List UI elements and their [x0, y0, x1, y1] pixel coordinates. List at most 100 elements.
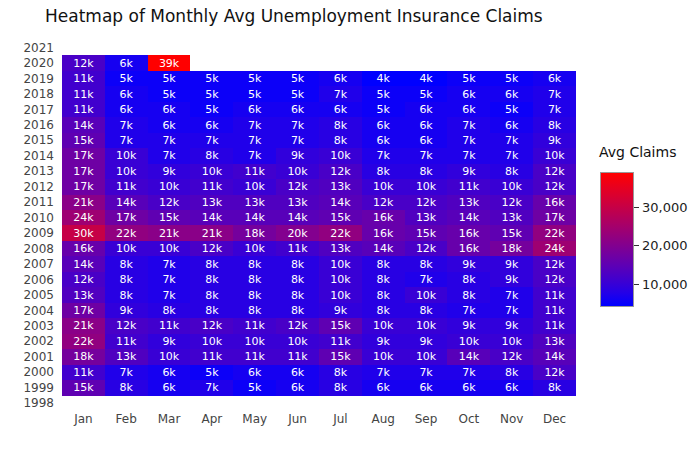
heatmap-cell[interactable]: 10k [233, 179, 276, 194]
heatmap-cell[interactable]: 8k [276, 272, 319, 287]
heatmap-cell[interactable]: 11k [533, 287, 576, 302]
heatmap-cell[interactable]: 8k [319, 365, 362, 380]
heatmap-cell[interactable]: 10k [233, 241, 276, 256]
heatmap-cell[interactable]: 24k [62, 210, 105, 225]
heatmap-cell[interactable]: 13k [447, 195, 490, 210]
heatmap-cell[interactable]: 12k [533, 164, 576, 179]
heatmap-cell[interactable]: 15k [148, 210, 191, 225]
heatmap-cell[interactable]: 14k [62, 256, 105, 271]
heatmap-cell[interactable]: 11k [62, 365, 105, 380]
heatmap-cell[interactable]: 10k [447, 334, 490, 349]
heatmap-cell[interactable]: 6k [447, 86, 490, 101]
heatmap-cell[interactable]: 9k [447, 256, 490, 271]
heatmap-cell[interactable]: 8k [405, 303, 448, 318]
heatmap-cell[interactable]: 7k [405, 148, 448, 163]
heatmap-cell[interactable]: 16k [362, 225, 405, 240]
heatmap-cell[interactable]: 17k [105, 210, 148, 225]
heatmap-cell[interactable]: 5k [190, 86, 233, 101]
heatmap-cell[interactable]: 11k [447, 179, 490, 194]
heatmap-cell[interactable]: 8k [105, 380, 148, 395]
heatmap-cell[interactable]: 5k [148, 71, 191, 86]
heatmap-cell[interactable]: 17k [62, 148, 105, 163]
heatmap-cell[interactable]: 6k [233, 365, 276, 380]
heatmap-cell[interactable]: 7k [276, 117, 319, 132]
heatmap-cell[interactable]: 7k [490, 303, 533, 318]
heatmap-cell[interactable]: 13k [105, 349, 148, 364]
heatmap-cell[interactable]: 10k [405, 318, 448, 333]
heatmap-cell[interactable]: 6k [490, 380, 533, 395]
heatmap-cell[interactable]: 12k [276, 179, 319, 194]
heatmap-cell[interactable]: 16k [362, 210, 405, 225]
heatmap-cell[interactable]: 8k [447, 272, 490, 287]
heatmap-cell[interactable]: 5k [148, 86, 191, 101]
heatmap-cell[interactable]: 8k [276, 303, 319, 318]
heatmap-cell[interactable]: 18k [490, 241, 533, 256]
heatmap-cell[interactable]: 7k [490, 133, 533, 148]
heatmap-cell[interactable]: 6k [447, 380, 490, 395]
heatmap-cell[interactable]: 11k [105, 179, 148, 194]
heatmap-cell[interactable]: 15k [405, 225, 448, 240]
heatmap-cell[interactable]: 10k [276, 164, 319, 179]
heatmap-cell[interactable]: 5k [276, 71, 319, 86]
heatmap-cell[interactable]: 6k [148, 117, 191, 132]
heatmap-cell[interactable]: 9k [405, 334, 448, 349]
heatmap-cell[interactable]: 14k [105, 195, 148, 210]
heatmap-cell[interactable]: 15k [319, 318, 362, 333]
heatmap-cell[interactable]: 14k [447, 349, 490, 364]
heatmap-cell[interactable]: 7k [533, 86, 576, 101]
heatmap-cell[interactable]: 5k [447, 71, 490, 86]
heatmap-cell[interactable]: 21k [62, 318, 105, 333]
heatmap-cell[interactable]: 8k [233, 303, 276, 318]
heatmap-cell[interactable]: 12k [148, 195, 191, 210]
heatmap-cell[interactable]: 11k [533, 303, 576, 318]
heatmap-cell[interactable]: 7k [362, 148, 405, 163]
heatmap-cell[interactable]: 7k [405, 365, 448, 380]
heatmap-cell[interactable]: 6k [533, 71, 576, 86]
heatmap-cell[interactable]: 10k [362, 179, 405, 194]
heatmap-cell[interactable]: 10k [362, 318, 405, 333]
heatmap-cell[interactable]: 8k [276, 287, 319, 302]
heatmap-cell[interactable]: 11k [148, 318, 191, 333]
heatmap-cell[interactable]: 6k [405, 133, 448, 148]
heatmap-cell[interactable]: 10k [148, 179, 191, 194]
heatmap-cell[interactable]: 8k [490, 164, 533, 179]
heatmap-cell[interactable]: 10k [362, 349, 405, 364]
heatmap-cell[interactable]: 11k [233, 349, 276, 364]
heatmap-cell[interactable]: 8k [105, 272, 148, 287]
heatmap-cell[interactable]: 10k [405, 179, 448, 194]
heatmap-cell[interactable]: 24k [533, 241, 576, 256]
heatmap-cell[interactable]: 10k [233, 334, 276, 349]
heatmap-cell[interactable]: 10k [490, 334, 533, 349]
heatmap-cell[interactable]: 9k [105, 303, 148, 318]
heatmap-cell[interactable]: 7k [233, 133, 276, 148]
heatmap-cell[interactable]: 6k [405, 380, 448, 395]
heatmap-cell[interactable]: 14k [190, 210, 233, 225]
heatmap-cell[interactable]: 7k [447, 133, 490, 148]
heatmap-cell[interactable]: 7k [148, 148, 191, 163]
heatmap-cell[interactable]: 15k [490, 225, 533, 240]
heatmap-cell[interactable]: 8k [276, 256, 319, 271]
heatmap-cell[interactable]: 12k [362, 195, 405, 210]
heatmap-cell[interactable]: 11k [276, 241, 319, 256]
heatmap-cell[interactable]: 21k [62, 195, 105, 210]
heatmap-cell[interactable]: 7k [276, 133, 319, 148]
heatmap-cell[interactable]: 8k [105, 287, 148, 302]
heatmap-cell[interactable]: 7k [533, 102, 576, 117]
heatmap-cell[interactable]: 10k [319, 287, 362, 302]
heatmap-cell[interactable]: 15k [62, 133, 105, 148]
heatmap-cell[interactable]: 5k [405, 86, 448, 101]
heatmap-cell[interactable]: 8k [148, 303, 191, 318]
heatmap-cell[interactable]: 9k [490, 272, 533, 287]
heatmap-cell[interactable]: 7k [105, 117, 148, 132]
heatmap-cell[interactable]: 6k [362, 380, 405, 395]
heatmap-cell[interactable]: 12k [276, 318, 319, 333]
heatmap-cell[interactable]: 14k [319, 195, 362, 210]
heatmap-cell[interactable]: 10k [148, 349, 191, 364]
heatmap-cell[interactable]: 30k [62, 225, 105, 240]
heatmap-cell[interactable]: 10k [319, 272, 362, 287]
heatmap-cell[interactable]: 10k [319, 148, 362, 163]
heatmap-cell[interactable]: 8k [233, 287, 276, 302]
heatmap-cell[interactable]: 6k [276, 102, 319, 117]
heatmap-cell[interactable]: 12k [533, 365, 576, 380]
heatmap-cell[interactable]: 10k [105, 241, 148, 256]
